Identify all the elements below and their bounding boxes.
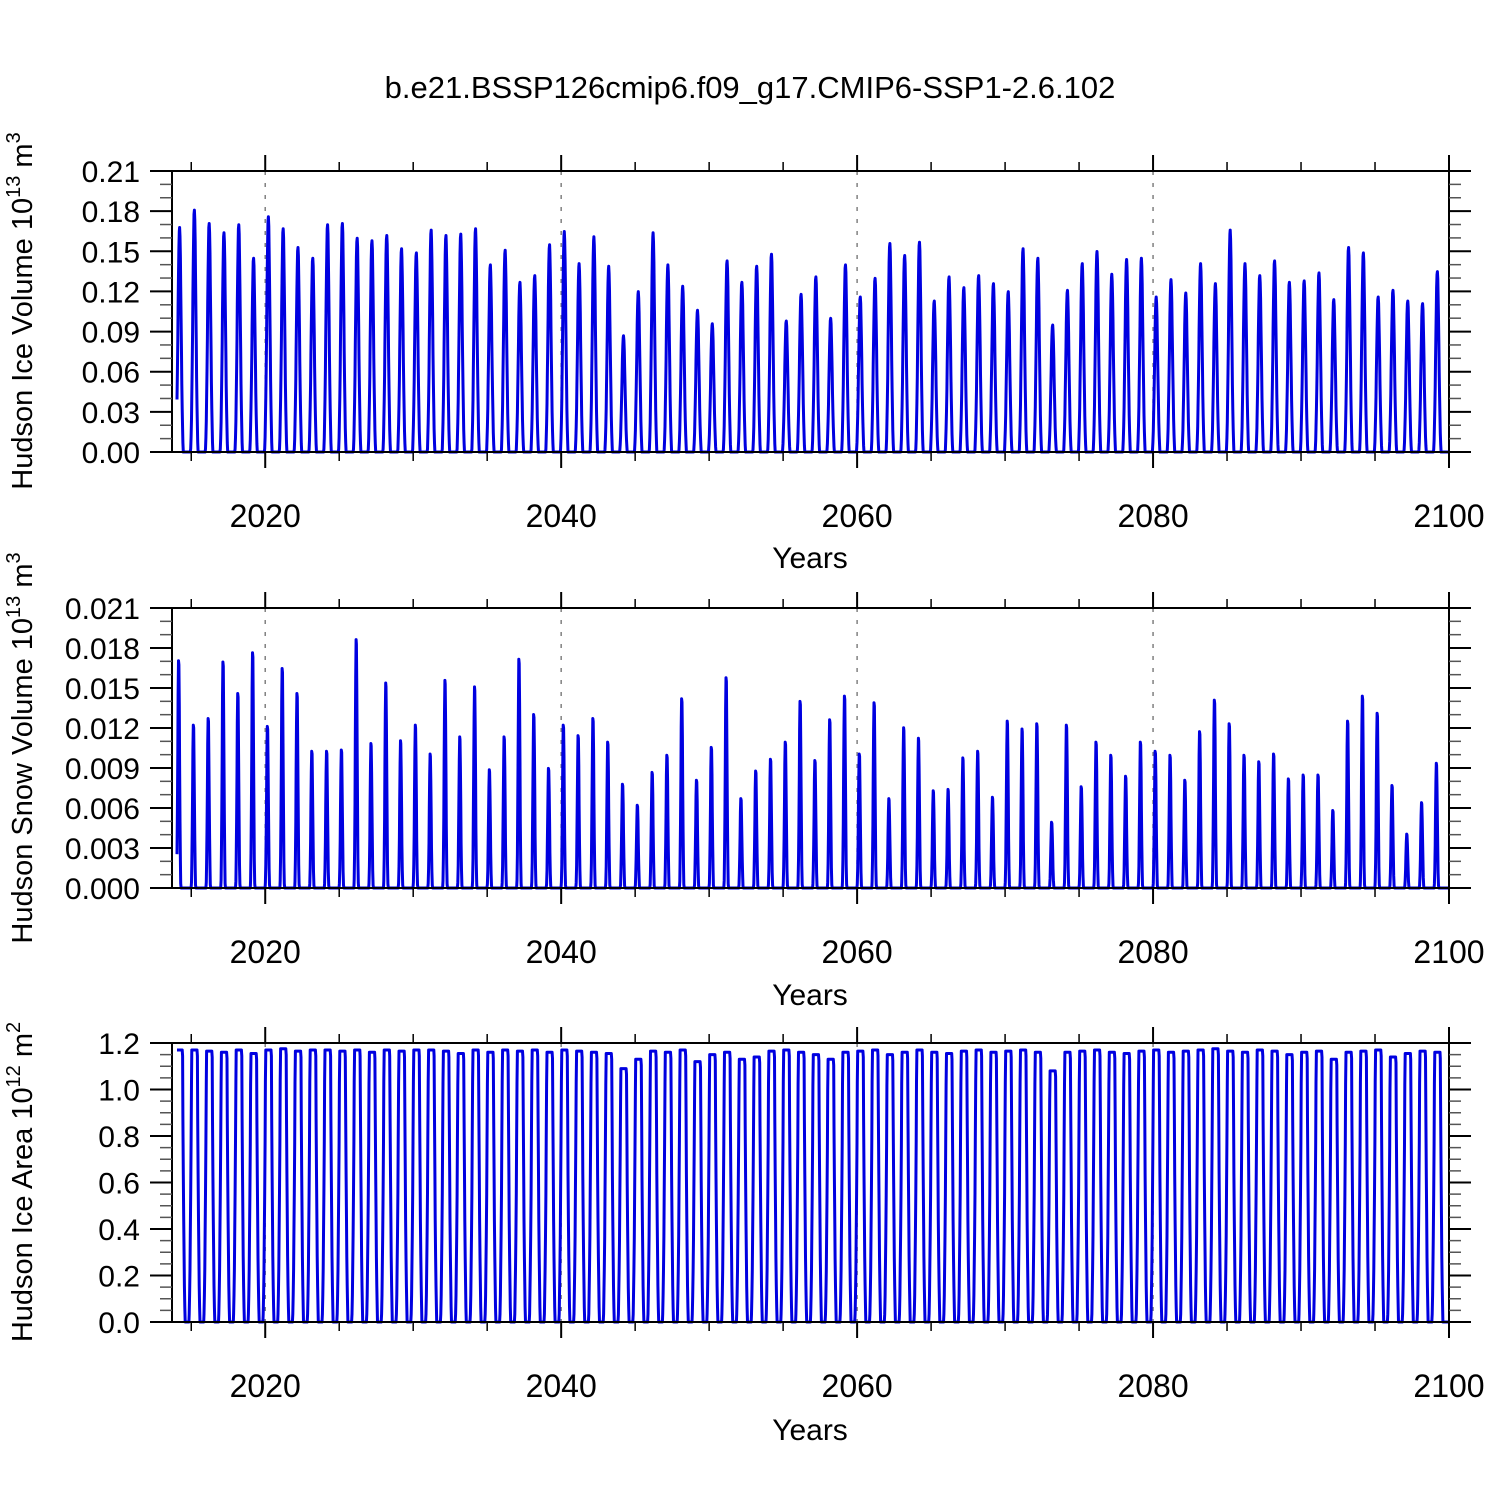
x-axis-title-1: Years [772,542,848,575]
y-tick-label: 0.4 [98,1214,140,1247]
x-tick-label: 2040 [526,498,597,534]
y-tick-label: 0.21 [82,156,140,189]
x-tick-label: 2020 [230,934,301,970]
y-tick-label: 0.015 [65,673,140,706]
data-line [175,208,1450,454]
y-tick-label: 0.006 [65,793,140,826]
data-line [175,1047,1450,1324]
y-tick-label: 0.8 [98,1121,140,1154]
y-axis-title-snow-volume: Hudson Snow Volume 1013 m3 [3,552,39,943]
y-tick-label: 1.2 [98,1028,140,1061]
y-tick-label: 0.018 [65,633,140,666]
figure-title: b.e21.BSSP126cmip6.f09_g17.CMIP6-SSP1-2.… [385,70,1116,105]
x-tick-label: 2020 [230,498,301,534]
y-tick-label: 0.000 [65,873,140,906]
y-tick-label: 1.0 [98,1075,140,1108]
y-tick-label: 0.12 [82,276,140,309]
x-tick-label: 2060 [822,498,893,534]
x-tick-label: 2040 [526,934,597,970]
y-tick-label: 0.2 [98,1261,140,1294]
x-tick-label: 2100 [1413,1368,1484,1404]
x-axis-title-3: Years [772,1414,848,1447]
x-tick-label: 2060 [822,934,893,970]
y-tick-label: 0.18 [82,196,140,229]
y-axis-title-ice-volume: Hudson Ice Volume 1013 m3 [3,132,39,489]
x-tick-label: 2100 [1413,498,1484,534]
y-tick-label: 0.09 [82,317,140,350]
x-axis-title-2: Years [772,979,848,1012]
y-tick-label: 0.03 [82,397,140,430]
y-tick-label: 0.00 [82,437,140,470]
y-axis-title-ice-area: Hudson Ice Area 1012 m2 [3,1022,39,1342]
y-tick-label: 0.6 [98,1168,140,1201]
y-tick-label: 0.0 [98,1307,140,1340]
x-tick-label: 2100 [1413,934,1484,970]
x-tick-label: 2080 [1117,934,1188,970]
panels: 2020 2040 2060 2080 2100 0.00 0.03 0.06 0.09 0.12… [65,155,1485,1404]
y-tick-label: 0.021 [65,593,140,626]
plot-frame [171,607,1450,889]
y-tick-label: 0.15 [82,236,140,269]
x-tick-label: 2060 [822,1368,893,1404]
x-tick-label: 2080 [1117,498,1188,534]
y-tick-label: 0.012 [65,713,140,746]
x-tick-label: 2080 [1117,1368,1188,1404]
y-tick-label: 0.003 [65,833,140,866]
y-tick-label: 0.06 [82,357,140,390]
x-tick-label: 2020 [230,1368,301,1404]
plot-frame [171,170,1450,453]
x-tick-label: 2040 [526,1368,597,1404]
y-tick-label: 0.009 [65,753,140,786]
data-line [175,638,1450,890]
